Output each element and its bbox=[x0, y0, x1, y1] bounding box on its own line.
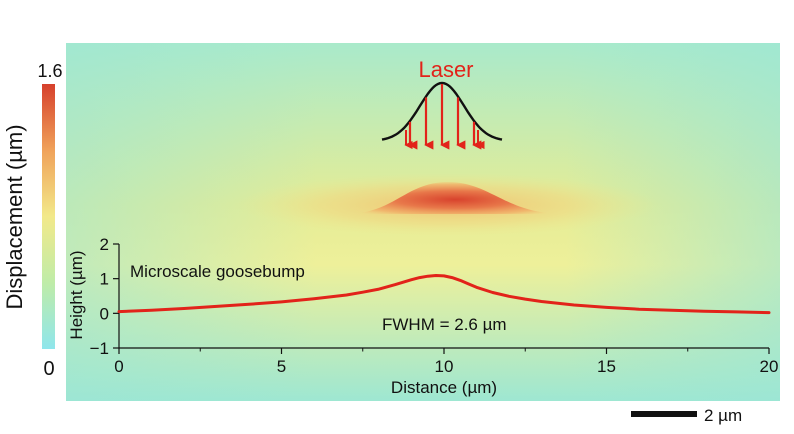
x-axis-title: Distance (µm) bbox=[391, 378, 497, 397]
colorbar: 1.6 0 Displacement (µm) bbox=[2, 61, 63, 380]
height-profile-line bbox=[117, 274, 771, 315]
laser-label: Laser bbox=[418, 57, 473, 82]
colorbar-min-label: 0 bbox=[43, 358, 54, 380]
colorbar-title: Displacement (µm) bbox=[2, 124, 27, 309]
x-tick-label: 0 bbox=[114, 357, 123, 376]
annotation-goosebump: Microscale goosebump bbox=[130, 262, 305, 281]
y-tick-label: 2 bbox=[100, 235, 109, 254]
laser-beam-profile bbox=[381, 81, 503, 141]
y-axis-title: Height (µm) bbox=[67, 250, 86, 339]
goosebump-surface bbox=[345, 182, 565, 214]
scale-bar-label: 2 µm bbox=[704, 406, 742, 425]
laser-illustration: Laser bbox=[381, 57, 503, 150]
colorbar-max-label: 1.6 bbox=[37, 61, 62, 81]
x-tick-label: 20 bbox=[760, 357, 779, 376]
colorbar-gradient bbox=[42, 84, 55, 349]
annotation-fwhm: FWHM = 2.6 µm bbox=[382, 315, 507, 334]
y-axis-ticks: −1 0 1 2 bbox=[90, 235, 119, 358]
scale-bar-line bbox=[631, 411, 697, 417]
x-tick-label: 5 bbox=[277, 357, 286, 376]
y-tick-label: −1 bbox=[90, 339, 109, 358]
y-tick-label: 0 bbox=[100, 304, 109, 323]
x-tick-label: 10 bbox=[435, 357, 454, 376]
y-tick-label: 1 bbox=[100, 270, 109, 289]
laser-arrows bbox=[404, 84, 485, 150]
height-profile-chart: 0 5 10 15 20 −1 0 1 2 Microscale goosebump FWHM… bbox=[67, 235, 778, 397]
scale-bar: 2 µm bbox=[631, 406, 742, 425]
x-tick-label: 15 bbox=[597, 357, 616, 376]
x-axis-ticks: 0 5 10 15 20 bbox=[114, 348, 778, 376]
displacement-map bbox=[66, 43, 780, 401]
